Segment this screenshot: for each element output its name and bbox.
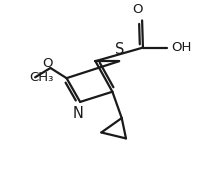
Text: O: O [42,57,52,70]
Text: S: S [115,42,125,57]
Text: N: N [72,106,83,121]
Text: OH: OH [171,41,191,54]
Text: O: O [132,3,142,16]
Text: CH₃: CH₃ [29,71,54,84]
